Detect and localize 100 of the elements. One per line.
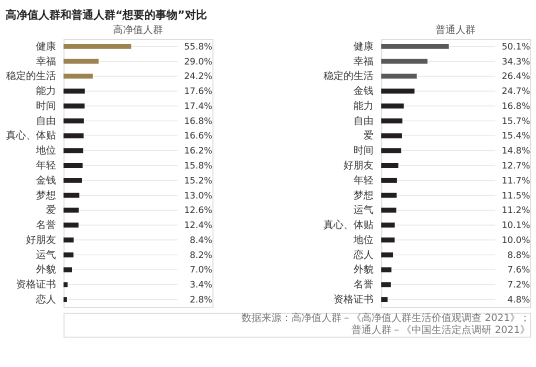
data-label: 12.7% [502,162,530,172]
y-tick-label: 梦想 [354,189,374,202]
y-tick-label: 自由 [354,114,374,127]
y-tick-label: 自由 [36,114,56,127]
chart-subtitle: 普通人群 [436,24,476,36]
bar [381,74,417,79]
bar [64,297,67,302]
y-tick-label: 幸福 [354,55,374,68]
bar [64,178,82,183]
bar [64,148,84,154]
bar [64,267,72,272]
bar [64,208,79,213]
chart-title: 高净值人群和普通人群“想要的事物”对比 [5,8,207,22]
bar [64,58,99,64]
y-tick-label: 运气 [36,248,56,261]
bar [381,44,449,49]
data-label: 14.8% [502,146,530,157]
y-tick-label: 地位 [35,144,56,157]
bar [381,88,415,94]
y-tick-label: 幸福 [36,55,56,68]
data-label: 55.8% [184,42,212,52]
data-label: 7.6% [507,266,530,276]
bar [381,58,428,64]
bar [381,222,395,228]
data-label: 16.6% [184,132,212,142]
y-tick-label: 名誉 [36,219,56,232]
data-label: 26.4% [502,72,530,82]
y-tick-label: 时间 [36,100,56,112]
bar [64,133,84,138]
y-tick-label: 稳定的生活 [324,70,374,82]
y-tick-label: 稳定的生活 [6,70,56,82]
y-tick-label: 金钱 [354,85,374,98]
bar [381,192,397,198]
data-label: 17.4% [184,102,212,112]
y-tick-label: 年轻 [36,160,56,172]
y-tick-label: 爱 [46,204,56,216]
y-tick-label: 名誉 [354,278,374,291]
data-label: 15.8% [184,162,212,172]
bar [64,104,85,108]
y-tick-label: 恋人 [35,294,56,306]
data-label: 15.7% [502,116,530,127]
bar [64,74,93,79]
data-label: 12.4% [184,221,212,232]
data-label: 11.7% [502,176,530,186]
y-tick-label: 外貌 [36,264,56,276]
bar [64,163,83,168]
y-tick-label: 健康 [36,40,56,52]
y-tick-label: 健康 [354,40,374,52]
data-label: 4.8% [507,296,530,306]
bar [64,192,80,198]
bar [64,252,74,258]
y-tick-label: 资格证书 [334,294,374,306]
data-label: 24.2% [184,72,212,82]
data-label: 13.0% [184,191,212,202]
y-tick-label: 时间 [354,144,374,157]
y-tick-label: 好朋友 [26,234,56,246]
y-tick-label: 运气 [354,204,374,216]
bar [381,267,392,272]
y-tick-label: 恋人 [352,248,374,261]
y-tick-label: 好朋友 [344,160,374,172]
bar [64,282,68,288]
bar [64,222,79,228]
data-label: 8.4% [190,236,212,246]
source-note: 数据来源：高净值人群－《高净值人群生活价值观调查 2021》；普通人群－《中国生活定点调研 2021》 [242,312,530,336]
bar [381,297,388,302]
bar [381,133,402,138]
data-label: 7.0% [190,266,212,276]
data-label: 16.8% [184,116,212,127]
data-label: 3.4% [190,280,212,291]
data-label: 11.5% [502,191,530,202]
y-tick-label: 真心、体贴 [324,219,374,232]
data-label: 8.2% [190,250,212,261]
data-label: 15.2% [184,176,212,186]
bar [381,104,404,108]
data-label: 10.1% [502,221,530,232]
data-label: 29.0% [184,57,212,68]
data-label: 16.2% [184,146,212,157]
data-label: 8.8% [507,250,530,261]
y-tick-label: 金钱 [36,174,56,186]
bar [381,252,394,258]
bar [64,44,132,49]
y-tick-label: 梦想 [36,189,56,202]
y-tick-label: 资格证书 [16,278,56,291]
data-label: 15.4% [502,132,530,142]
data-label: 12.6% [184,206,212,216]
bar [381,178,397,183]
data-label: 17.6% [184,87,212,98]
data-label: 34.3% [502,57,530,68]
bar [381,163,398,168]
data-label: 24.7% [502,87,530,98]
data-label: 16.8% [502,102,530,112]
data-label: 10.0% [502,236,530,246]
data-label: 7.2% [507,280,530,291]
bar [64,88,85,94]
y-tick-label: 爱 [364,130,374,142]
data-label: 50.1% [502,42,530,52]
bar [381,238,395,242]
bar [64,118,84,124]
bar [381,118,402,124]
data-label: 11.2% [502,206,530,216]
